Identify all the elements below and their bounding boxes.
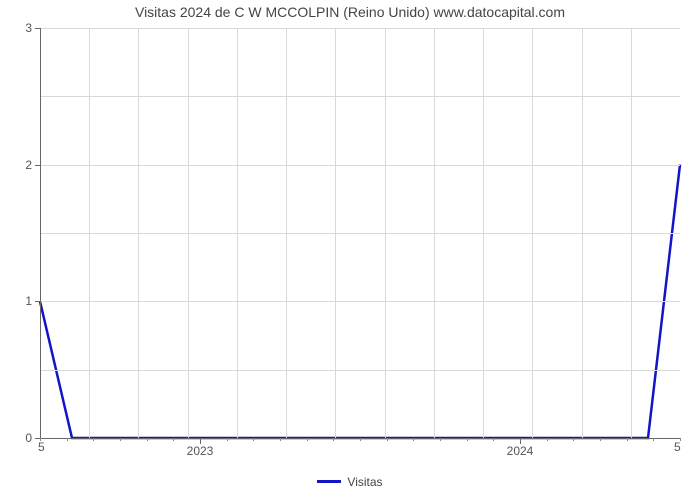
x-tick-minor — [333, 438, 334, 441]
grid-line-vertical — [188, 28, 189, 438]
legend-label: Visitas — [347, 475, 382, 489]
grid-line-vertical — [385, 28, 386, 438]
grid-line-horizontal — [40, 96, 680, 97]
x-axis-end-label: 5 — [674, 440, 681, 454]
grid-line-vertical — [335, 28, 336, 438]
legend-swatch — [317, 480, 341, 483]
legend-item-visitas: Visitas — [317, 475, 382, 489]
grid-line-vertical — [483, 28, 484, 438]
y-axis-line — [40, 28, 41, 438]
x-tick-minor — [120, 438, 121, 441]
legend: Visitas — [0, 470, 700, 489]
grid-line-horizontal — [40, 165, 680, 166]
grid-line-horizontal — [40, 301, 680, 302]
grid-line-horizontal — [40, 233, 680, 234]
grid-line-vertical — [138, 28, 139, 438]
x-tick-minor — [413, 438, 414, 441]
visits-chart: Visitas 2024 de C W MCCOLPIN (Reino Unid… — [0, 0, 700, 500]
x-tick-minor — [493, 438, 494, 441]
grid-line-vertical — [286, 28, 287, 438]
x-tick-minor — [440, 438, 441, 441]
x-tick-minor — [387, 438, 388, 441]
x-tick-minor — [600, 438, 601, 441]
x-tick-minor — [67, 438, 68, 441]
x-tick-minor — [360, 438, 361, 441]
y-tick-mark — [35, 165, 40, 166]
grid-line-horizontal — [40, 28, 680, 29]
x-tick-minor — [547, 438, 548, 441]
y-tick-label: 1 — [25, 294, 32, 308]
grid-line-vertical — [434, 28, 435, 438]
x-tick-minor — [627, 438, 628, 441]
y-tick-label: 3 — [25, 21, 32, 35]
grid-line-vertical — [89, 28, 90, 438]
x-tick-minor — [93, 438, 94, 441]
x-tick-minor — [280, 438, 281, 441]
chart-title: Visitas 2024 de C W MCCOLPIN (Reino Unid… — [0, 4, 700, 20]
y-tick-mark — [35, 301, 40, 302]
y-tick-label: 2 — [25, 158, 32, 172]
x-tick-minor — [173, 438, 174, 441]
x-tick-minor — [227, 438, 228, 441]
x-tick-minor — [307, 438, 308, 441]
x-tick-label: 2024 — [507, 444, 534, 458]
x-tick-label: 2023 — [187, 444, 214, 458]
plot-area: 012320232024 — [40, 28, 680, 438]
grid-line-horizontal — [40, 370, 680, 371]
y-tick-label: 0 — [25, 431, 32, 445]
grid-line-vertical — [532, 28, 533, 438]
x-tick-minor — [253, 438, 254, 441]
grid-line-vertical — [237, 28, 238, 438]
x-tick-minor — [467, 438, 468, 441]
grid-line-vertical — [582, 28, 583, 438]
x-tick-minor — [653, 438, 654, 441]
x-tick-minor — [573, 438, 574, 441]
grid-line-vertical — [631, 28, 632, 438]
x-axis-start-label: 5 — [38, 440, 45, 454]
y-tick-mark — [35, 28, 40, 29]
x-tick-minor — [147, 438, 148, 441]
